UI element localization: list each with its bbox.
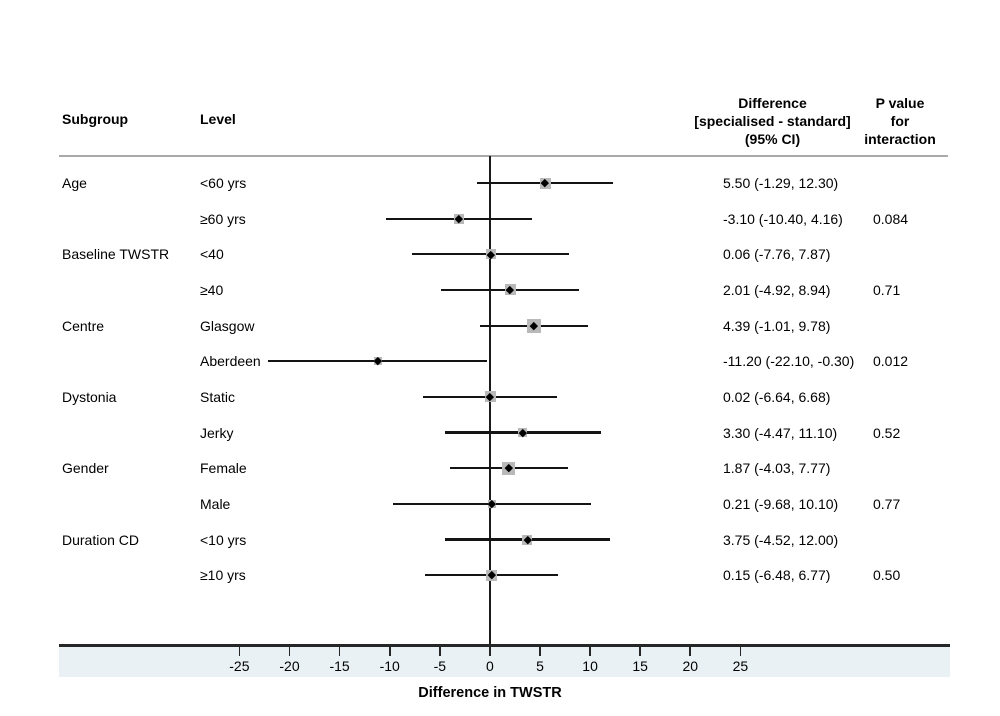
- subgroup-label: Centre: [62, 317, 105, 334]
- x-axis-tick-mark: [739, 647, 742, 656]
- subgroup-label: Dystonia: [62, 388, 117, 405]
- estimate-ci-text: -11.20 (-22.10, -0.30): [723, 353, 855, 370]
- pvalue-text: 0.50: [873, 567, 901, 584]
- x-axis-line: [59, 644, 950, 647]
- level-label: ≥10 yrs: [200, 567, 246, 584]
- estimate-ci-text: 5.50 (-1.29, 12.30): [723, 175, 839, 191]
- pvalue-text: 0.77: [873, 495, 901, 512]
- x-axis-tick-mark: [238, 647, 241, 656]
- subgroup-label: Duration CD: [62, 531, 140, 548]
- level-label: <40: [200, 246, 224, 263]
- estimate-ci-text: 0.15 (-6.48, 6.77): [723, 567, 831, 584]
- x-axis-tick-label: -25: [229, 658, 250, 674]
- x-axis-tick-label: 20: [682, 658, 699, 674]
- x-axis-tick-mark: [689, 647, 692, 656]
- column-header-subgroup: Subgroup: [62, 111, 129, 127]
- estimate-ci-text: -3.10 (-10.40, 4.16): [723, 210, 843, 227]
- estimate-ci-text: 0.21 (-9.68, 10.10): [723, 495, 839, 512]
- level-label: Male: [200, 495, 231, 512]
- estimate-ci-text: 3.30 (-4.47, 11.10): [723, 424, 838, 441]
- x-axis-tick-label: -10: [379, 658, 400, 674]
- x-axis-tick-mark: [539, 647, 541, 656]
- subgroup-label: Gender: [62, 460, 109, 477]
- column-header-pvalue: P value for interaction: [864, 95, 936, 147]
- header-separator-line: [59, 155, 948, 157]
- pvalue-text: 0.71: [873, 281, 901, 298]
- level-label: ≥60 yrs: [200, 210, 246, 227]
- x-axis-tick-mark: [288, 647, 291, 656]
- level-label: Female: [200, 460, 247, 477]
- estimate-ci-text: 4.39 (-1.01, 9.78): [723, 317, 831, 334]
- x-axis-tick-label: 10: [582, 658, 598, 674]
- subgroup-label: Baseline TWSTR: [62, 246, 170, 263]
- level-label: Glasgow: [200, 317, 255, 334]
- x-axis-tick-label: -20: [279, 658, 300, 674]
- estimate-ci-text: 1.87 (-4.03, 7.77): [723, 460, 831, 477]
- pvalue-text: 0.084: [873, 210, 909, 227]
- x-axis-tick-label: 25: [732, 658, 749, 674]
- subgroup-label: Age: [62, 175, 87, 191]
- x-axis-tick-mark: [338, 647, 341, 656]
- x-axis-tick-label: 15: [632, 658, 648, 674]
- x-axis-tick-label: 5: [536, 658, 544, 674]
- column-header-difference: Difference [specialised - standard] (95%…: [694, 95, 851, 147]
- level-label: Static: [200, 388, 236, 405]
- x-axis-tick-mark: [589, 647, 591, 656]
- column-header-level: Level: [200, 111, 236, 127]
- x-axis-tick-label: -5: [433, 658, 447, 674]
- x-axis-tick-label: 0: [485, 658, 494, 674]
- x-axis-title: Difference in TWSTR: [418, 685, 562, 701]
- axis-background-strip: [59, 646, 950, 677]
- estimate-ci-text: 0.06 (-7.76, 7.87): [723, 246, 831, 263]
- level-label: Jerky: [200, 424, 234, 441]
- x-axis-tick-label: -15: [329, 658, 350, 674]
- level-label: ≥40: [200, 281, 224, 298]
- estimate-ci-text: 2.01 (-4.92, 8.94): [723, 281, 831, 298]
- level-label: <60 yrs: [200, 175, 247, 191]
- pvalue-text: 0.012: [873, 353, 909, 370]
- x-axis-tick-mark: [388, 647, 391, 656]
- level-label: Aberdeen: [200, 353, 261, 370]
- estimate-ci-text: 0.02 (-6.64, 6.68): [723, 388, 831, 405]
- x-axis-tick-mark: [438, 647, 441, 656]
- pvalue-text: 0.52: [873, 424, 901, 441]
- x-axis-tick-mark: [489, 647, 491, 656]
- estimate-ci-text: 3.75 (-4.52, 12.00): [723, 531, 839, 548]
- x-axis-tick-mark: [639, 647, 642, 656]
- level-label: <10 yrs: [200, 531, 247, 548]
